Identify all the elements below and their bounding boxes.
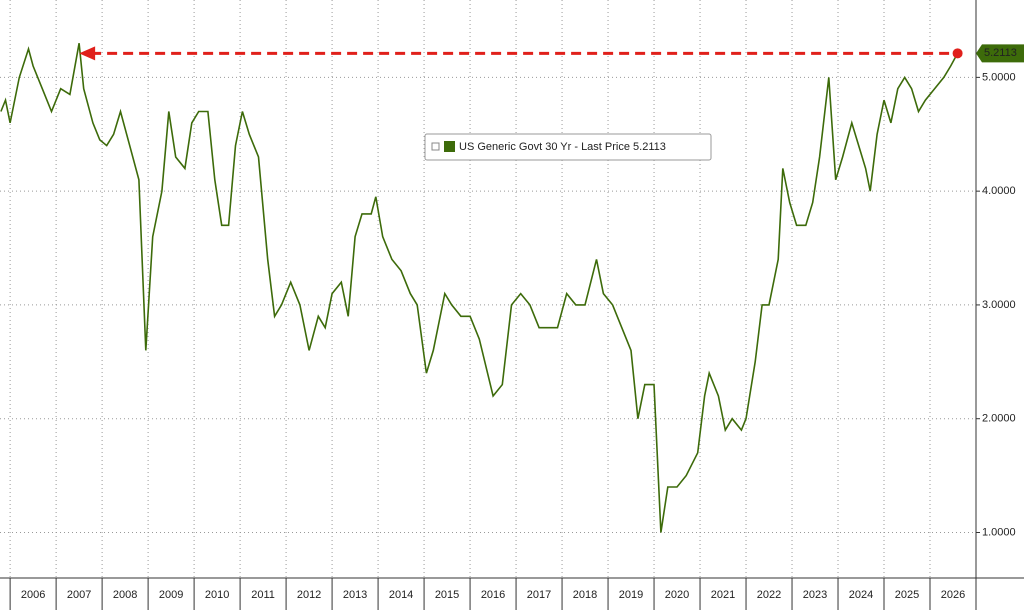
last-price-box [976,44,1024,63]
y-tick-label: 4.0000 [982,185,1016,197]
legend-swatch [444,141,455,152]
x-tick-label: 2012 [297,589,321,601]
x-tick-label: 2014 [389,589,413,601]
x-tick-label: 2006 [21,589,45,601]
last-point [952,48,963,59]
price-line [0,43,959,533]
x-tick-label: 2007 [67,589,91,601]
x-tick-label: 2024 [849,589,873,601]
x-tick-label: 2010 [205,589,229,601]
x-tick-label: 2016 [481,589,505,601]
y-tick-label: 5.0000 [982,71,1016,83]
x-tick-label: 2013 [343,589,367,601]
x-tick-label: 2026 [941,589,965,601]
arrow-head [79,46,96,61]
x-tick-label: 2009 [159,589,183,601]
x-tick-label: 2017 [527,589,551,601]
last-price-label: 5.2113 [984,47,1017,59]
y-tick-label: 2.0000 [982,413,1016,425]
x-tick-label: 2015 [435,589,459,601]
x-tick-label: 2023 [803,589,827,601]
x-tick-label: 2008 [113,589,137,601]
x-tick-label: 2021 [711,589,735,601]
x-tick-label: 2019 [619,589,643,601]
x-tick-label: 2022 [757,589,781,601]
legend-label: US Generic Govt 30 Yr - Last Price 5.211… [459,141,666,153]
legend-toggle [431,142,440,151]
y-tick-label: 1.0000 [982,526,1016,538]
x-tick-label: 2025 [895,589,919,601]
x-tick-label: 2011 [251,589,275,601]
legend-box [424,133,712,161]
x-tick-label: 2018 [573,589,597,601]
y-tick-label: 3.0000 [982,299,1016,311]
x-tick-label: 2020 [665,589,689,601]
